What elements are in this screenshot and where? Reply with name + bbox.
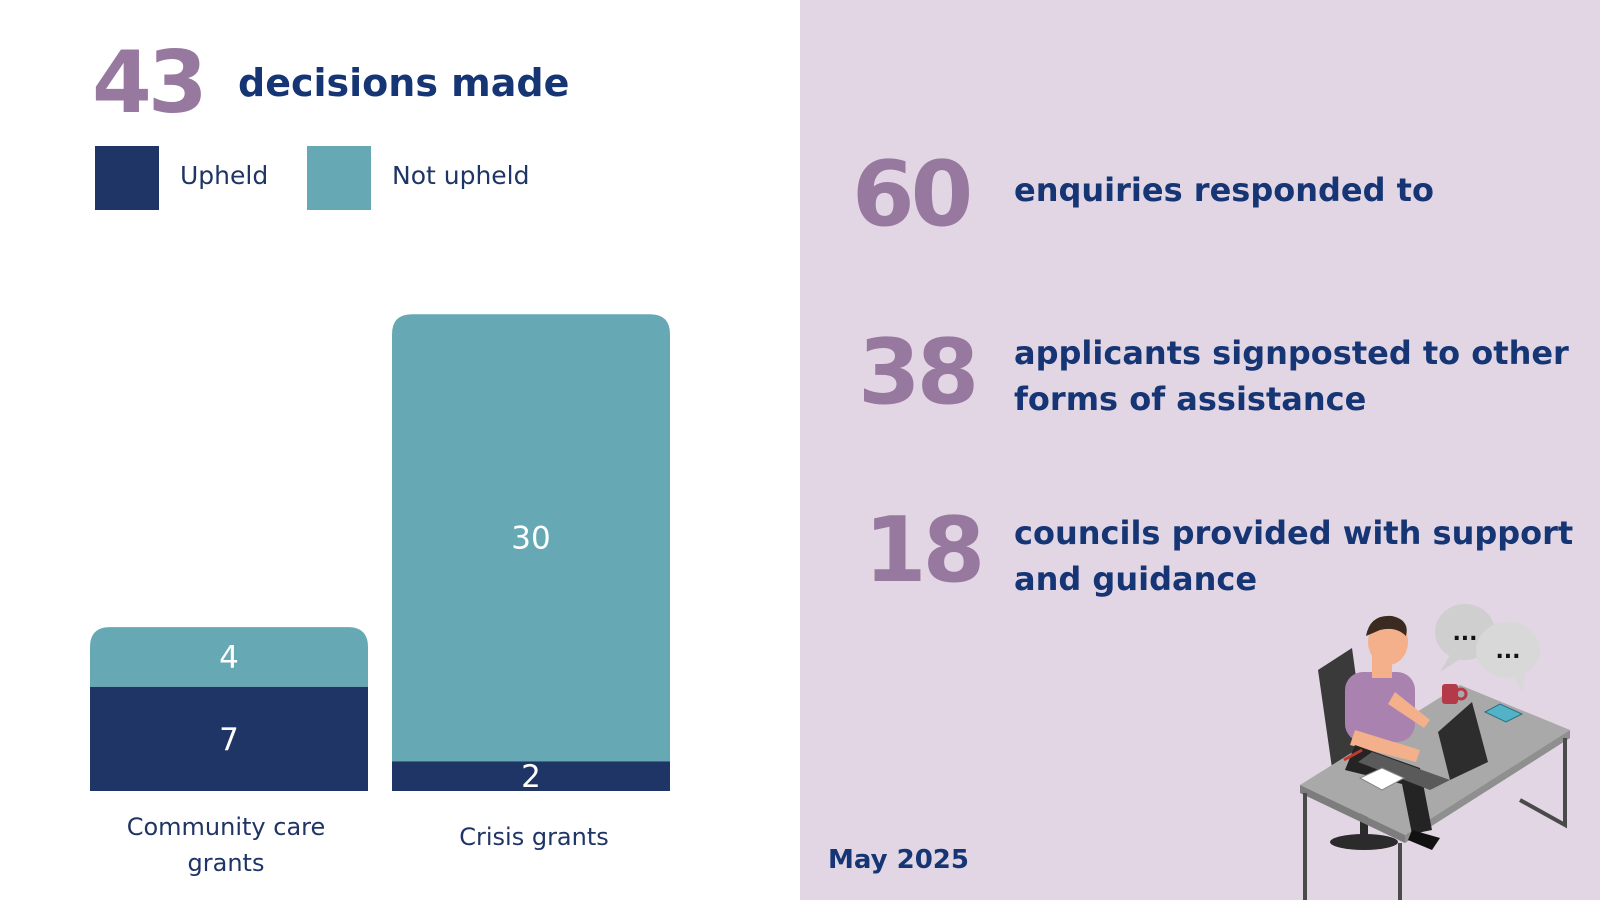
stat-number-councils: 18 [864, 498, 985, 603]
stat-number-enquiries: 60 [852, 142, 973, 247]
headline-number: 43 [92, 33, 208, 133]
category-label-community-care: Community care grants [86, 809, 366, 881]
laptop-icon [1358, 702, 1488, 790]
bar-segment-upheld [90, 686, 368, 791]
chart-panel: 43 decisions made Upheld Not upheld 7 4 2 3… [86, 33, 674, 881]
category-label-line: Crisis grants [459, 823, 609, 851]
svg-text:...: ... [1495, 639, 1520, 664]
desk-icon [1300, 685, 1570, 900]
bar-data-label: 7 [219, 722, 239, 758]
stat-text-enquiries: enquiries responded to [1014, 167, 1434, 213]
bar-segment-not-upheld [90, 627, 368, 687]
stacked-bar-chart: 7 4 2 30 [90, 314, 670, 795]
bar-segment-not-upheld [392, 314, 670, 762]
svg-text:...: ... [1452, 621, 1477, 646]
mug-icon [1442, 684, 1468, 704]
stat-text-line: forms of assistance [1014, 380, 1367, 418]
stat-text-line: enquiries responded to [1014, 171, 1434, 209]
legend-swatch-upheld [95, 146, 159, 210]
stat-number-applicants: 38 [858, 320, 979, 425]
legend-label-not-upheld: Not upheld [392, 161, 530, 190]
bar-data-label: 4 [219, 640, 239, 676]
legend-swatch-not-upheld [307, 146, 371, 210]
bar-data-label: 30 [511, 521, 550, 557]
stat-text-line: and guidance [1014, 560, 1258, 598]
category-label-line: Community care [126, 813, 326, 841]
person-icon [1345, 615, 1440, 850]
headline-text: decisions made [238, 61, 570, 105]
stat-text-line: councils provided with support [1014, 514, 1574, 552]
stats-panel: 60 enquiries responded to 38 applicants … [800, 0, 1600, 900]
tablet-icon [1483, 703, 1524, 723]
speech-bubble-icon: ... [1476, 622, 1540, 692]
bar-data-label: 2 [521, 759, 541, 795]
category-label-crisis: Crisis grants [394, 819, 674, 855]
notepad-icon [1343, 748, 1406, 791]
bar-segment-upheld [392, 761, 670, 791]
category-label-line: grants [187, 849, 265, 877]
legend-label-upheld: Upheld [180, 161, 269, 190]
stat-text-councils: councils provided with support and guida… [1014, 510, 1573, 602]
stat-text-applicants: applicants signposted to other forms of … [1014, 330, 1569, 422]
person-at-desk-illustration: ... ... [1300, 604, 1570, 900]
report-date: May 2025 [828, 845, 969, 875]
stat-text-line: applicants signposted to other [1014, 334, 1569, 372]
